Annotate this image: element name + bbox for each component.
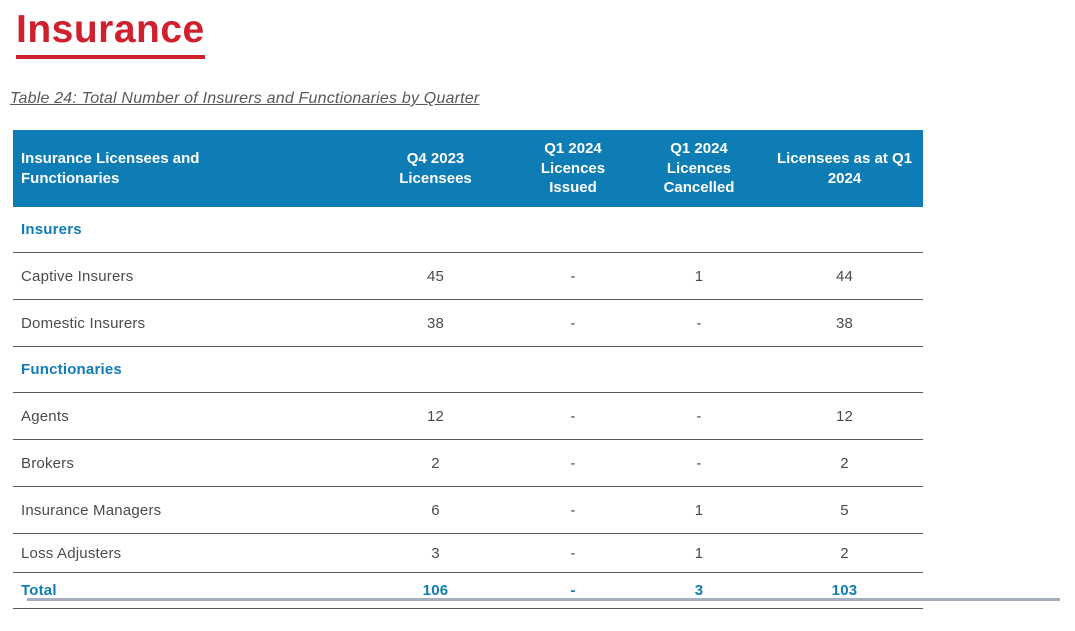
table-row: Domestic Insurers 38 - - 38 bbox=[13, 299, 923, 347]
column-header-q4-2023-licensees: Q4 2023 Licensees bbox=[357, 130, 514, 207]
licensees-table: Insurance Licensees and Functionaries Q4… bbox=[13, 130, 923, 609]
cell-cancelled: 1 bbox=[632, 486, 766, 534]
empty-cell bbox=[632, 346, 766, 393]
table-row: Agents 12 - - 12 bbox=[13, 392, 923, 440]
total-q1-2024: 103 bbox=[766, 572, 923, 609]
total-q4-2023: 106 bbox=[357, 572, 514, 609]
cell-q1-2024: 38 bbox=[766, 299, 923, 347]
cell-cancelled: - bbox=[632, 439, 766, 487]
column-header-licensees-q1-2024: Licensees as at Q1 2024 bbox=[766, 130, 923, 207]
total-issued: - bbox=[514, 572, 632, 609]
page-title: Insurance bbox=[16, 8, 205, 59]
cell-q4-2023: 45 bbox=[357, 252, 514, 300]
section-row-insurers: Insurers bbox=[13, 207, 923, 253]
empty-cell bbox=[766, 207, 923, 253]
table-header-row: Insurance Licensees and Functionaries Q4… bbox=[13, 130, 923, 207]
cell-issued: - bbox=[514, 252, 632, 300]
cell-q4-2023: 38 bbox=[357, 299, 514, 347]
empty-cell bbox=[632, 207, 766, 253]
empty-cell bbox=[357, 207, 514, 253]
column-header-q1-2024-cancelled: Q1 2024 Licences Cancelled bbox=[632, 130, 766, 207]
empty-cell bbox=[514, 207, 632, 253]
column-header-q1-2024-issued: Q1 2024 Licences Issued bbox=[514, 130, 632, 207]
cell-q4-2023: 2 bbox=[357, 439, 514, 487]
total-row: Total 106 - 3 103 bbox=[13, 572, 923, 609]
page-footer-divider bbox=[27, 598, 1060, 601]
table-caption: Table 24: Total Number of Insurers and F… bbox=[10, 90, 480, 107]
cell-issued: - bbox=[514, 439, 632, 487]
row-label: Brokers bbox=[13, 439, 357, 487]
row-label: Insurance Managers bbox=[13, 486, 357, 534]
table-row: Captive Insurers 45 - 1 44 bbox=[13, 252, 923, 300]
section-label: Insurers bbox=[13, 207, 357, 253]
cell-cancelled: - bbox=[632, 299, 766, 347]
section-row-functionaries: Functionaries bbox=[13, 346, 923, 393]
row-label: Domestic Insurers bbox=[13, 299, 357, 347]
total-label: Total bbox=[13, 572, 357, 609]
cell-issued: - bbox=[514, 486, 632, 534]
table-body: Insurers Captive Insurers 45 - 1 44 Dome… bbox=[13, 207, 923, 609]
row-label: Loss Adjusters bbox=[13, 533, 357, 573]
cell-q4-2023: 3 bbox=[357, 533, 514, 573]
table-row: Loss Adjusters 3 - 1 2 bbox=[13, 533, 923, 573]
cell-q1-2024: 2 bbox=[766, 439, 923, 487]
cell-q1-2024: 12 bbox=[766, 392, 923, 440]
cell-cancelled: 1 bbox=[632, 252, 766, 300]
cell-q1-2024: 44 bbox=[766, 252, 923, 300]
cell-q4-2023: 6 bbox=[357, 486, 514, 534]
table-row: Brokers 2 - - 2 bbox=[13, 439, 923, 487]
cell-cancelled: 1 bbox=[632, 533, 766, 573]
cell-q1-2024: 2 bbox=[766, 533, 923, 573]
column-header-licensees-functionaries: Insurance Licensees and Functionaries bbox=[13, 130, 357, 207]
empty-cell bbox=[357, 346, 514, 393]
table-row: Insurance Managers 6 - 1 5 bbox=[13, 486, 923, 534]
row-label: Agents bbox=[13, 392, 357, 440]
cell-issued: - bbox=[514, 299, 632, 347]
empty-cell bbox=[766, 346, 923, 393]
total-cancelled: 3 bbox=[632, 572, 766, 609]
row-label: Captive Insurers bbox=[13, 252, 357, 300]
empty-cell bbox=[514, 346, 632, 393]
cell-cancelled: - bbox=[632, 392, 766, 440]
cell-q1-2024: 5 bbox=[766, 486, 923, 534]
section-label: Functionaries bbox=[13, 346, 357, 393]
cell-q4-2023: 12 bbox=[357, 392, 514, 440]
cell-issued: - bbox=[514, 392, 632, 440]
cell-issued: - bbox=[514, 533, 632, 573]
table-header: Insurance Licensees and Functionaries Q4… bbox=[13, 130, 923, 207]
